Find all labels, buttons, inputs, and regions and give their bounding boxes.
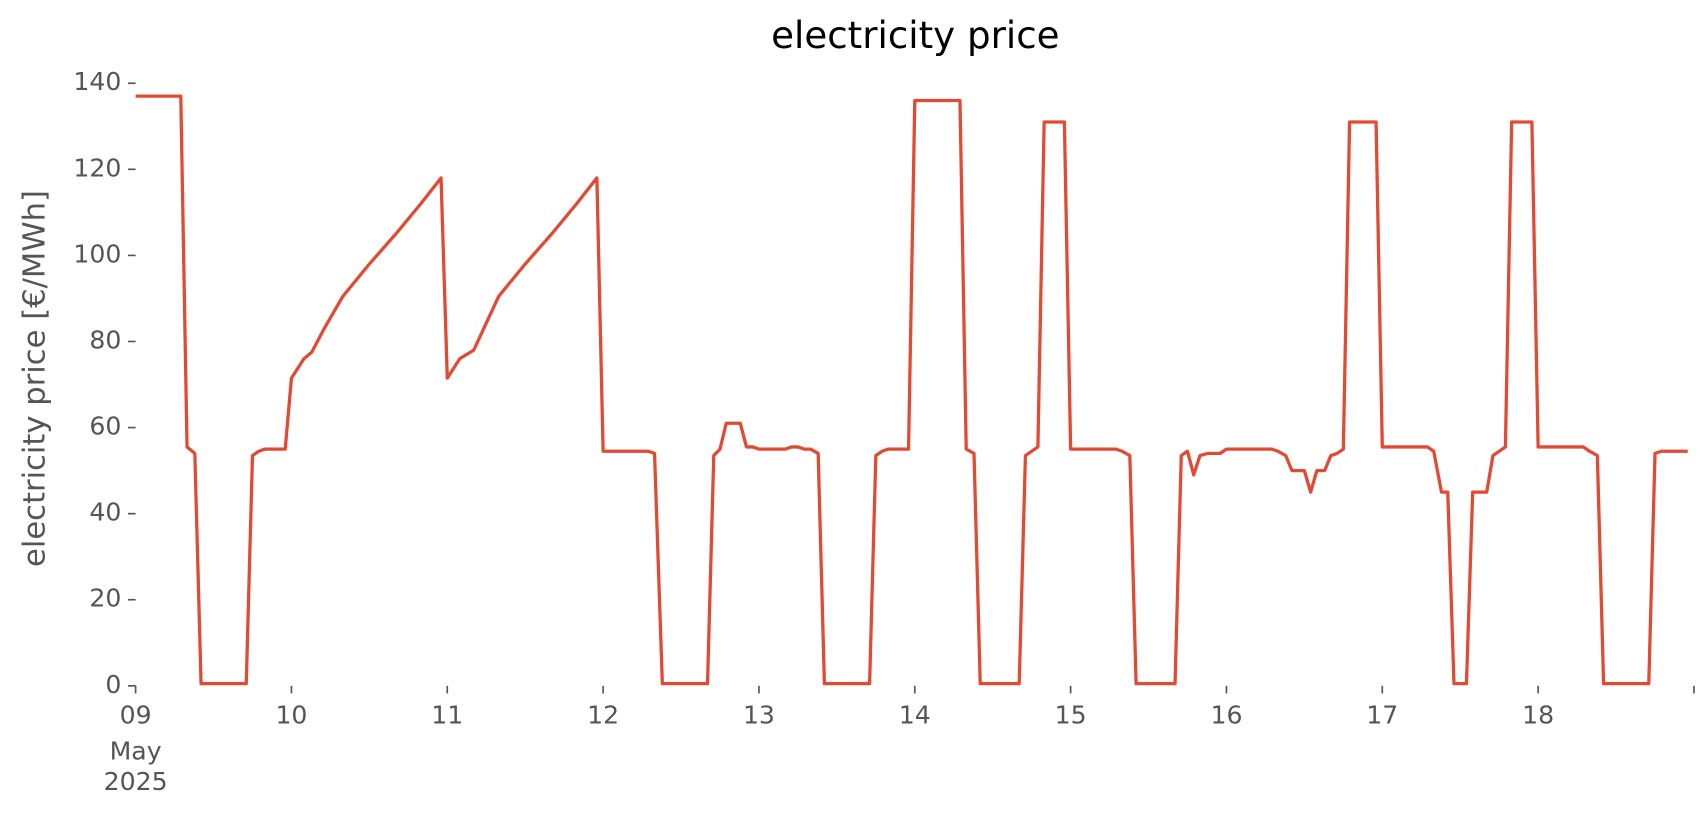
y-tick-label: 80	[89, 325, 121, 354]
x-tick-label: 15	[1055, 700, 1087, 729]
x-tick-label: 12	[587, 700, 619, 729]
y-tick-label: 40	[89, 498, 121, 527]
line-series	[135, 94, 1688, 686]
x-tick-label: 14	[899, 700, 931, 729]
x-tick-label: 11	[431, 700, 463, 729]
x-tick-label: 16	[1210, 700, 1242, 729]
x-tick-label: 09	[120, 700, 152, 729]
y-tick-label: 140	[73, 67, 121, 96]
y-tick-label: 20	[89, 584, 121, 613]
chart-title: electricity price	[771, 13, 1059, 57]
x-tick-label: 18	[1522, 700, 1554, 729]
x-tick-sublabel: May	[110, 737, 162, 766]
y-axis-label: electricity price [€/MWh]	[18, 190, 53, 567]
x-tick-label: 13	[743, 700, 775, 729]
x-tick-label: 17	[1366, 700, 1398, 729]
y-tick-label: 100	[73, 239, 121, 268]
y-tick-label: 0	[105, 670, 121, 699]
y-tick-label: 120	[73, 153, 121, 182]
x-tick-label: 10	[275, 700, 307, 729]
y-tick-label: 60	[89, 412, 121, 441]
x-tick-sublabel: 2025	[104, 767, 168, 796]
